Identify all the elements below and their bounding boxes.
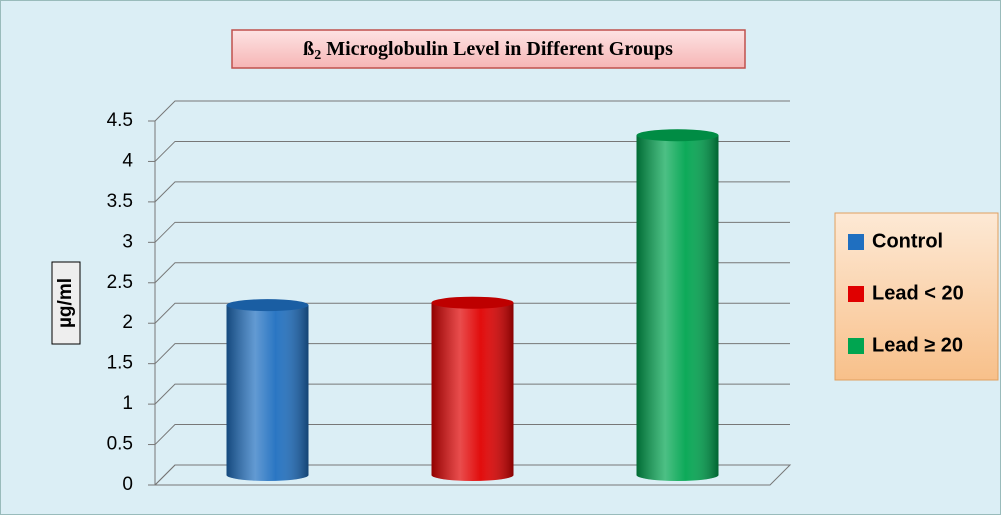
cylinder-top: [431, 296, 514, 309]
y-tick-label: 4: [122, 150, 133, 171]
title-subscript: 2: [314, 48, 321, 63]
cylinder-shade: [226, 305, 309, 481]
grid-line: [154, 424, 790, 445]
legend-label: Lead < 20: [872, 282, 964, 304]
grid-line: [154, 140, 790, 162]
bar: [431, 296, 514, 482]
cylinder-top: [226, 299, 309, 312]
y-tick-label: 3.5: [107, 191, 133, 212]
y-tick-label: 1.5: [107, 353, 133, 374]
grid-line: [154, 302, 790, 324]
bar: [226, 299, 309, 481]
title-box: [231, 29, 746, 69]
bar: [636, 129, 719, 482]
grid-line: [154, 100, 790, 122]
cylinder-top-shade: [226, 299, 309, 312]
title-text: Microglobulin Level in Different Groups: [326, 38, 673, 60]
grid-line: [154, 262, 790, 284]
legend-swatch: [848, 234, 864, 250]
title-symbol: ß: [303, 38, 314, 60]
legend-label: Control: [872, 230, 943, 252]
y-tick-label: 2: [122, 312, 133, 333]
grid-line: [154, 181, 790, 203]
cylinder-shade: [636, 135, 719, 482]
y-tick-label: 0.5: [107, 434, 133, 455]
grid-line: [154, 221, 790, 243]
cylinder-top-shade: [636, 129, 719, 142]
cylinder-shade: [431, 302, 514, 482]
y-axis-label: µg/ml: [55, 278, 76, 328]
grid-line: [154, 343, 790, 365]
y-tick-label: 4.5: [107, 110, 133, 131]
legend-label: Lead ≥ 20: [872, 334, 963, 356]
legend-swatch: [848, 338, 864, 354]
grid-line: [154, 383, 790, 405]
cylinder-top-shade: [431, 296, 514, 309]
y-label-box: [51, 261, 81, 345]
grid-line: [154, 464, 790, 486]
y-tick-label: 0: [122, 474, 133, 495]
y-tick-label: 2.5: [107, 272, 133, 293]
cylinder-top: [636, 129, 719, 142]
chart-title: ß2 Microglobulin Level in Different Group…: [303, 38, 673, 64]
legend-swatch: [848, 286, 864, 302]
y-tick-label: 1: [122, 393, 133, 414]
y-tick-label: 3: [122, 231, 133, 252]
